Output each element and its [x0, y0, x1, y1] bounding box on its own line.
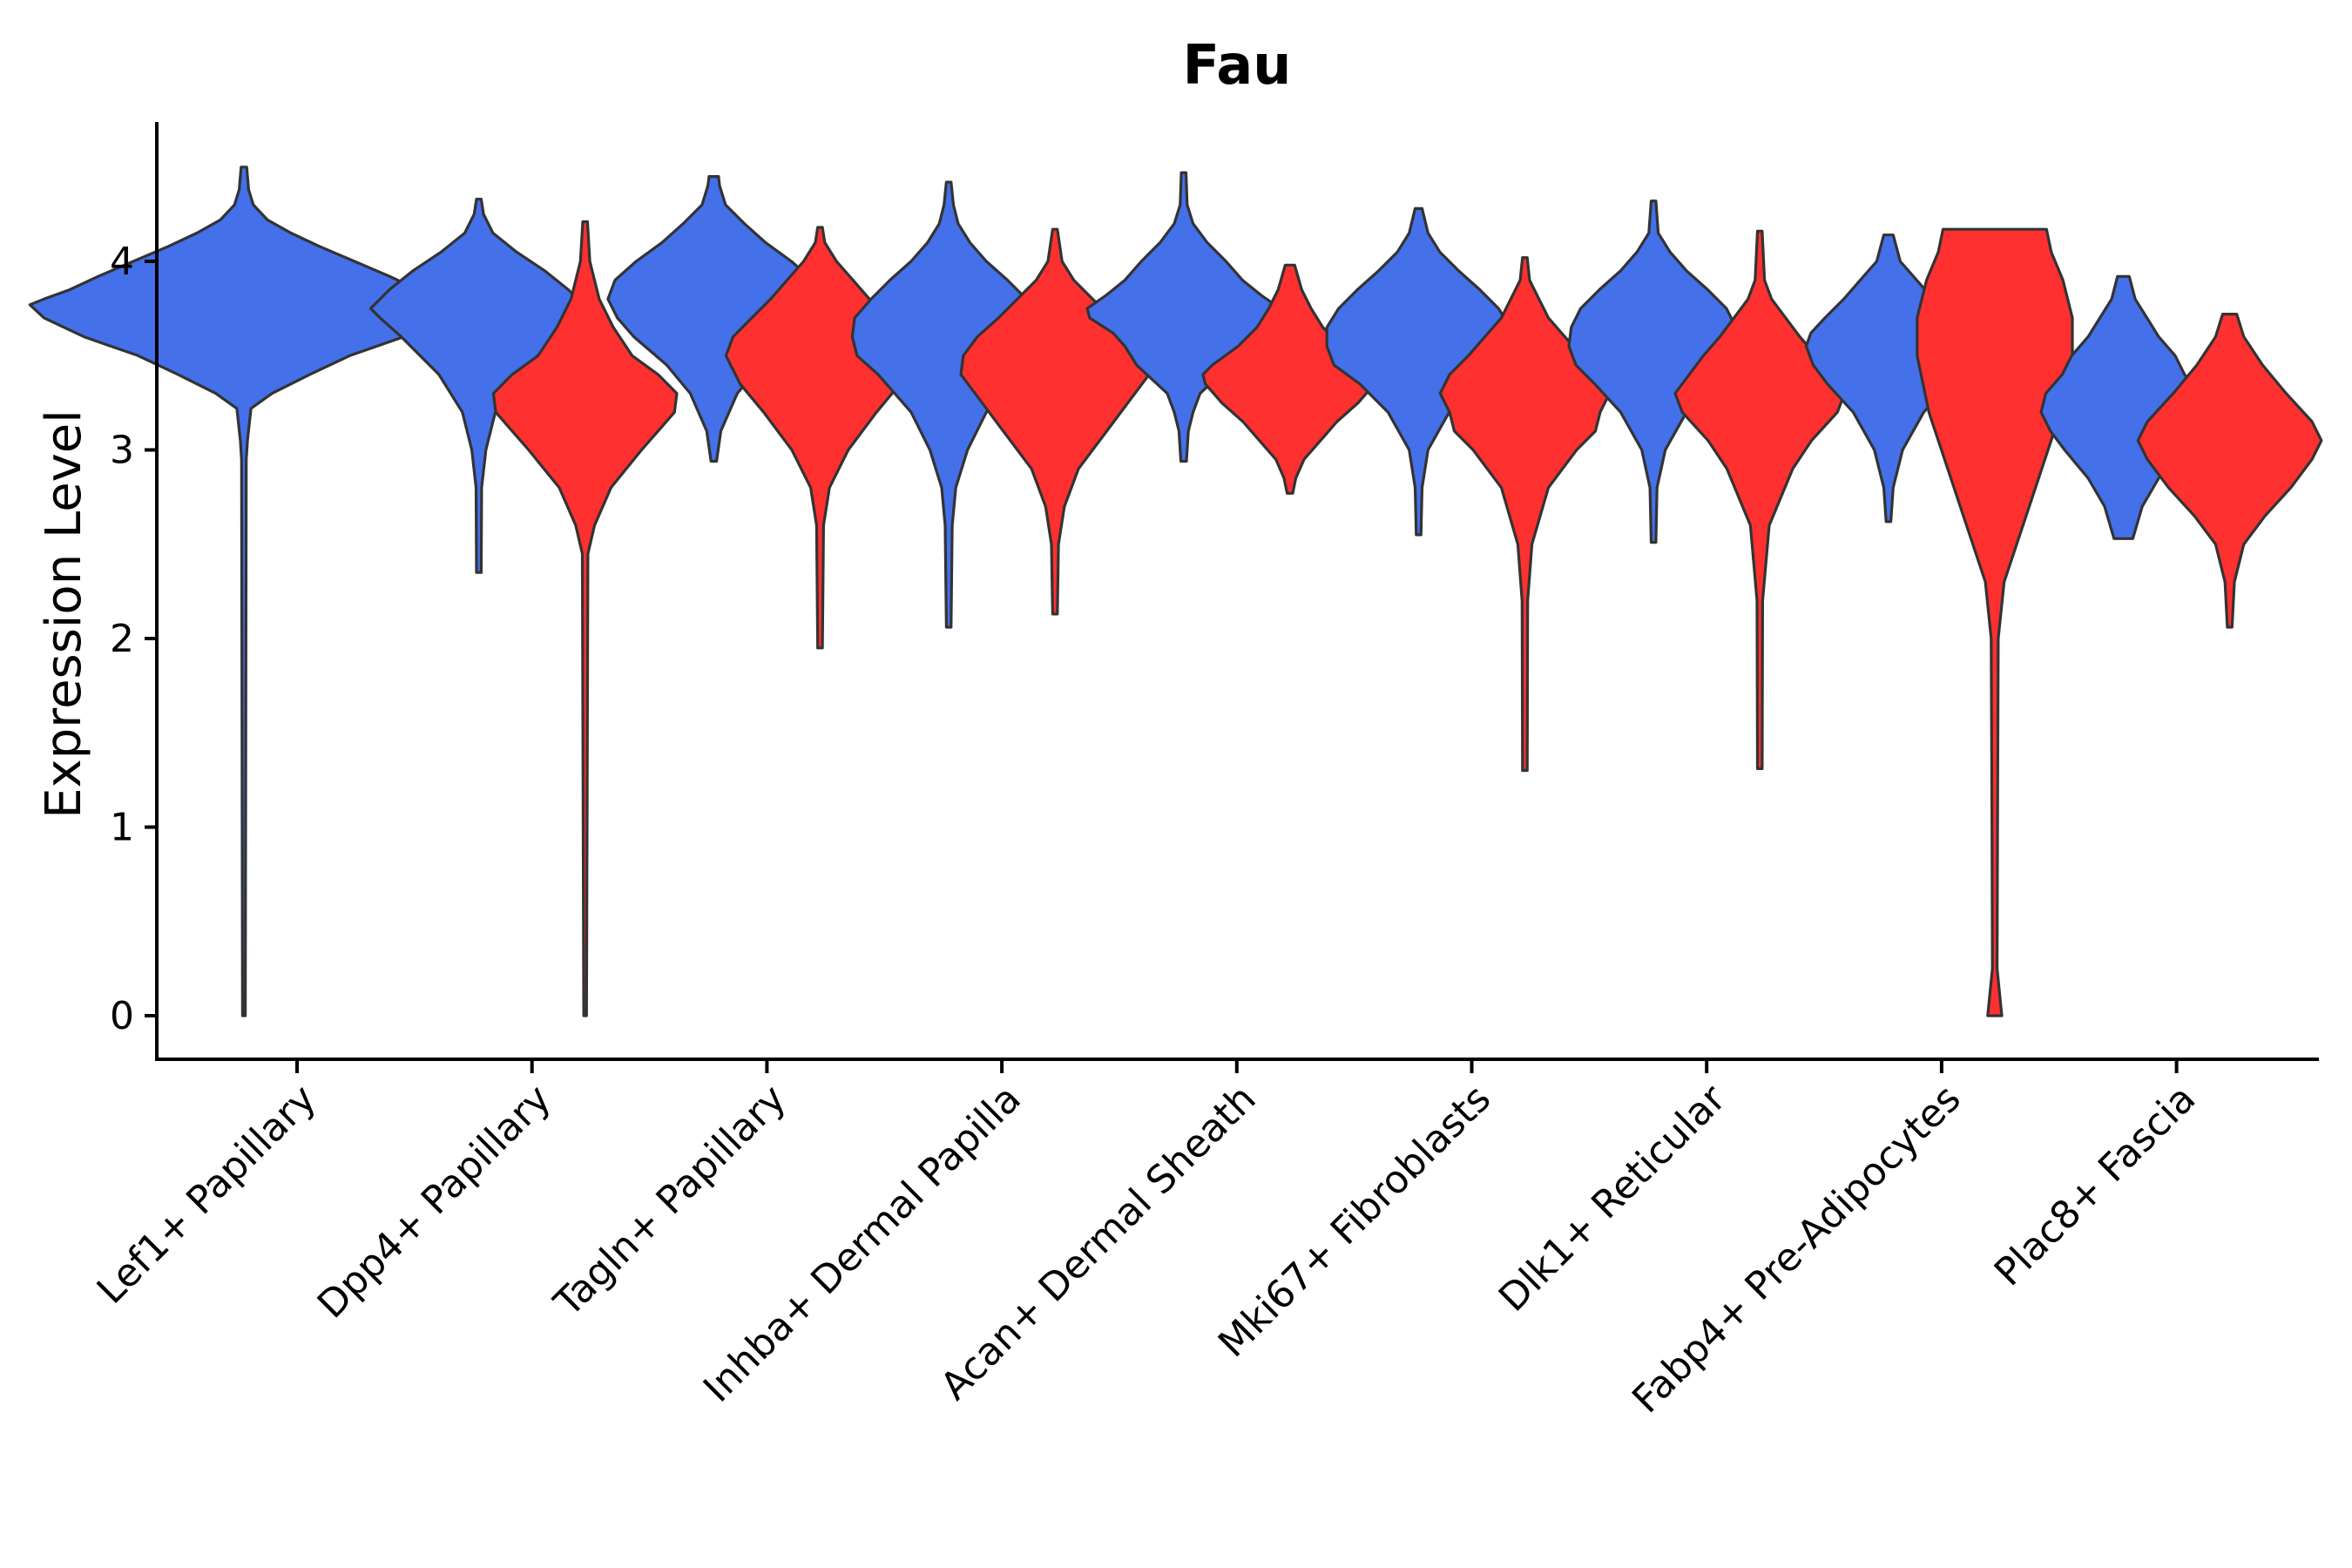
x-tick-label: Mki67+ Fibroblasts: [1210, 1077, 1499, 1366]
y-tick-label: 1: [110, 806, 134, 850]
x-tick-label: Tagln+ Papillary: [545, 1077, 794, 1326]
x-tick-label: Dpp4+ Papillary: [309, 1077, 560, 1328]
y-tick-label: 4: [110, 240, 134, 284]
x-tick-label: Lef1+ Papillary: [89, 1077, 325, 1313]
violin-red-5: [1438, 256, 1612, 773]
x-tick-label: Plac8+ Fascia: [1986, 1077, 2205, 1295]
violin-red-6: [1673, 229, 1846, 770]
violin-blue-0: [28, 166, 460, 1017]
y-tick-label: 2: [110, 617, 134, 661]
y-tick-label: 0: [110, 994, 134, 1038]
y-axis-label: Expression Level: [36, 409, 92, 819]
x-tick-label: Dlk1+ Reticular: [1490, 1076, 1735, 1321]
violin-red-7: [1916, 227, 2074, 1017]
violin-red-1: [491, 220, 679, 1017]
y-tick-label: 3: [110, 429, 134, 473]
chart-title: Fau: [1183, 33, 1292, 97]
violin-red-8: [2136, 313, 2323, 629]
violin-red-4: [1201, 263, 1379, 495]
violin-group: [28, 166, 2323, 1017]
